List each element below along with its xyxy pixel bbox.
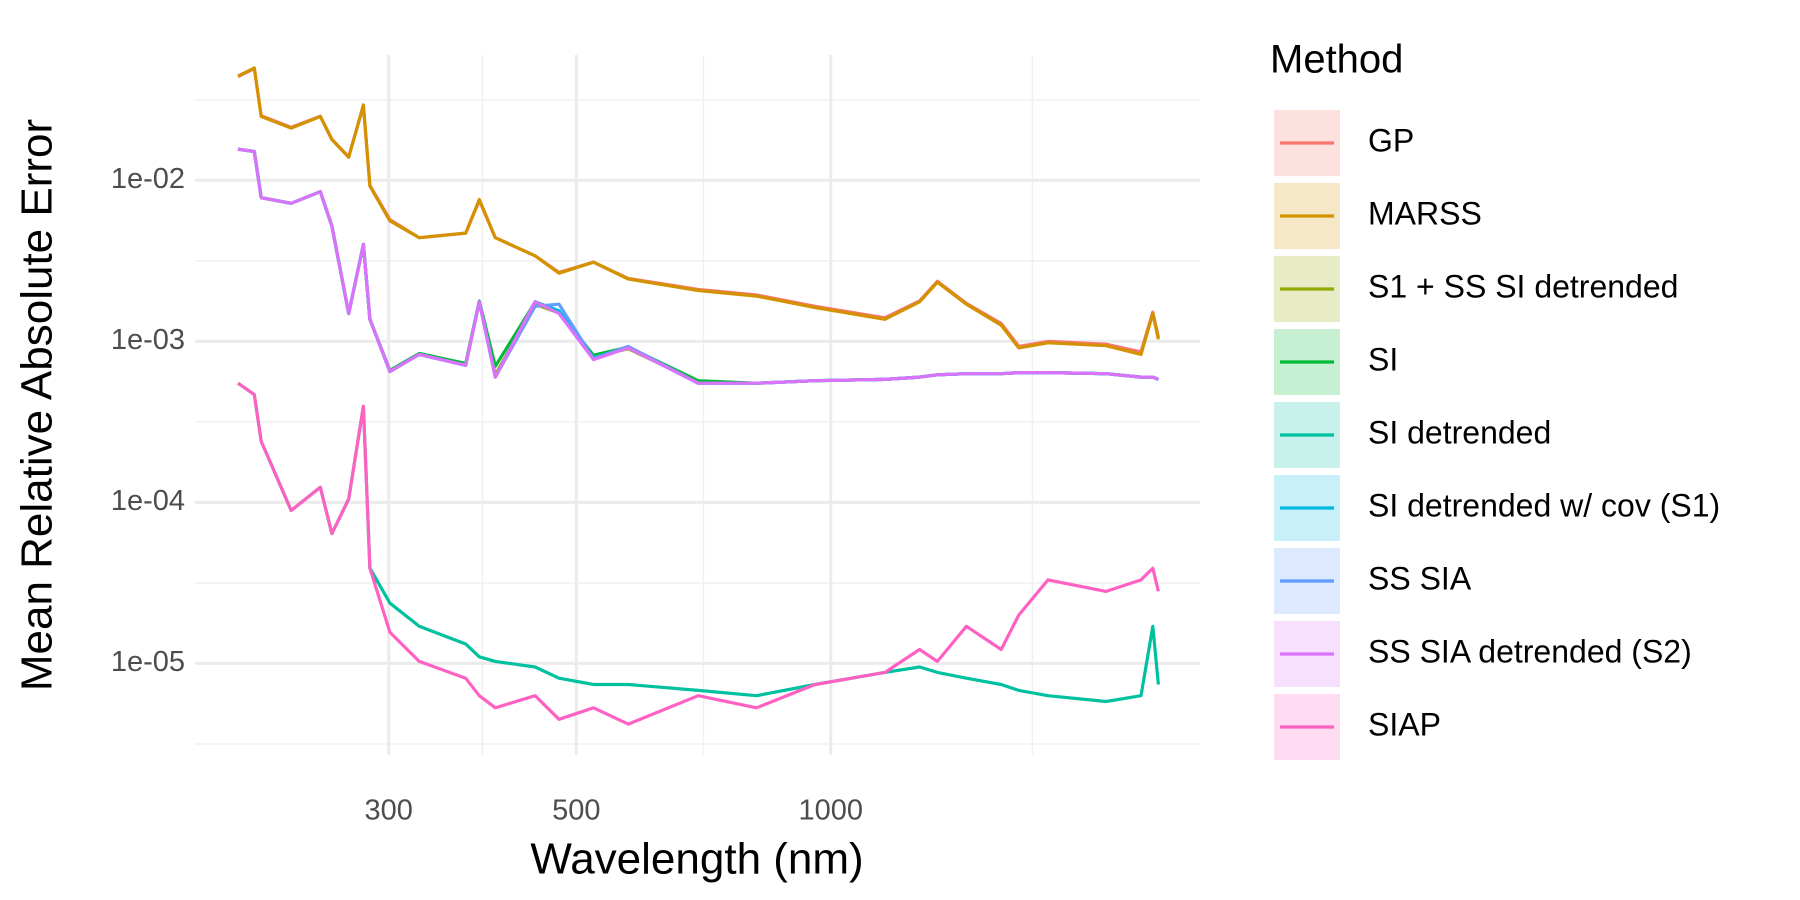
legend-label: SI detrended xyxy=(1368,414,1551,450)
series-line xyxy=(237,147,1160,385)
legend-label: SI xyxy=(1368,341,1398,377)
legend-label: S1 + SS SI detrended xyxy=(1368,268,1678,304)
y-tick-label: 1e-05 xyxy=(111,646,185,678)
legend-title: Method xyxy=(1270,38,1403,82)
x-axis-title: Wavelength (nm) xyxy=(530,835,863,884)
legend-label: SS SIA xyxy=(1368,560,1472,596)
x-tick-label: 1000 xyxy=(798,795,863,827)
legend-label: SS SIA detrended (S2) xyxy=(1368,633,1692,669)
legend-label: GP xyxy=(1368,122,1414,158)
legend-label: SIAP xyxy=(1368,706,1441,742)
y-tick-label: 1e-03 xyxy=(111,324,185,356)
series-line xyxy=(237,381,1160,704)
legend-label: SI detrended w/ cov (S1) xyxy=(1368,487,1720,523)
y-axis-title: Mean Relative Absolute Error xyxy=(13,119,62,691)
series-line xyxy=(237,381,1160,726)
legend-label: MARSS xyxy=(1368,195,1482,231)
series-line xyxy=(237,66,1160,356)
y-tick-label: 1e-04 xyxy=(111,485,185,517)
series-line xyxy=(237,66,1160,354)
y-tick-label: 1e-02 xyxy=(111,163,185,195)
x-tick-label: 500 xyxy=(552,795,600,827)
grid xyxy=(195,55,1200,755)
x-tick-label: 300 xyxy=(365,795,413,827)
